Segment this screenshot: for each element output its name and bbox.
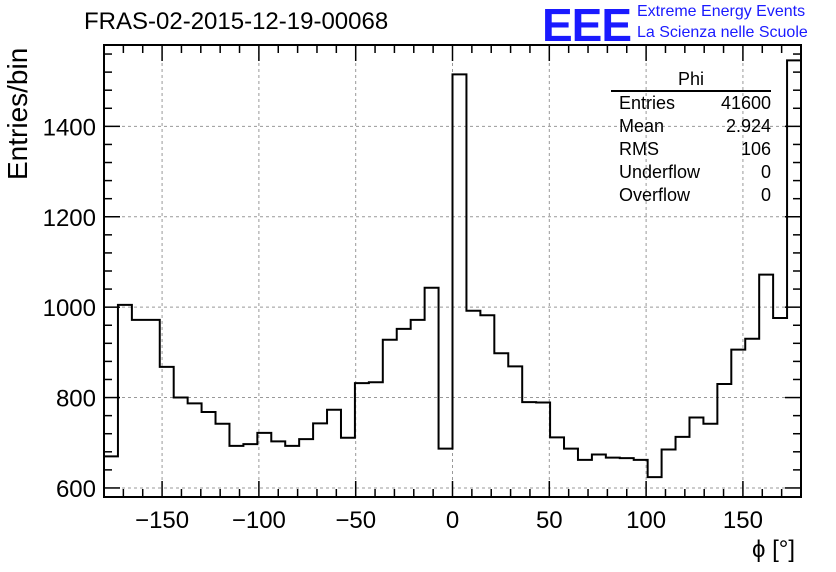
histogram-bin <box>369 382 383 497</box>
stats-label: Overflow <box>619 185 691 205</box>
histogram-bin <box>689 417 703 497</box>
histogram-bin <box>773 318 787 497</box>
x-tick-label: 50 <box>536 507 563 534</box>
histogram-bin <box>466 311 480 497</box>
histogram-bin <box>550 437 564 497</box>
histogram-bin <box>313 423 327 497</box>
x-tick-label: 100 <box>626 507 666 534</box>
histogram-bin <box>271 441 285 497</box>
stats-value: 0 <box>760 162 771 182</box>
chart-title: FRAS-02-2015-12-19-00068 <box>84 8 389 35</box>
histogram-bin <box>104 456 118 497</box>
histogram-bin <box>243 444 257 497</box>
x-axis-label: ϕ [°] <box>752 536 796 563</box>
histogram-bin <box>703 424 717 497</box>
stats-row-overflow: Overflow 0 <box>611 184 771 207</box>
x-tick-label: −50 <box>335 507 376 534</box>
histogram-bin <box>299 439 313 497</box>
histogram-bin <box>146 320 160 497</box>
histogram-bin <box>425 288 439 497</box>
stats-row-entries: Entries 41600 <box>611 92 771 115</box>
stats-title: Phi <box>611 68 771 92</box>
histogram-bin <box>160 367 174 497</box>
histogram-bin <box>522 402 536 497</box>
histogram-bin <box>759 275 773 497</box>
stats-box: Phi Entries 41600 Mean 2.924 RMS 106 Und… <box>611 68 771 207</box>
histogram-bin <box>480 315 494 497</box>
stats-row-rms: RMS 106 <box>611 138 771 161</box>
histogram-bin <box>327 410 341 497</box>
histogram-bin <box>188 403 202 497</box>
histogram-bin <box>731 350 745 497</box>
stats-row-underflow: Underflow 0 <box>611 161 771 184</box>
histogram-bin <box>717 384 731 497</box>
histogram-bin <box>355 383 369 497</box>
stats-value: 106 <box>740 139 771 159</box>
stats-label: Mean <box>619 116 665 136</box>
logo-text-line2: La Scienza nelle Scuole <box>637 24 808 41</box>
stats-value: 0 <box>760 185 771 205</box>
stats-label: Underflow <box>619 162 701 182</box>
histogram-bin <box>132 320 146 497</box>
y-tick-label: 1200 <box>43 205 96 232</box>
histogram-bin <box>174 398 188 497</box>
eee-logo: EEE <box>542 0 632 51</box>
histogram-bin <box>216 424 230 497</box>
x-tick-label: 0 <box>446 507 459 534</box>
histogram-bin <box>494 353 508 497</box>
histogram-bin <box>397 329 411 497</box>
histogram-bin <box>564 449 578 497</box>
logo-text-line1: Extreme Energy Events <box>637 3 806 20</box>
histogram-bin <box>676 437 690 497</box>
y-tick-label: 1000 <box>43 295 96 322</box>
histogram-bin <box>536 403 550 497</box>
histogram-bin <box>578 460 592 497</box>
histogram-bin <box>383 340 397 497</box>
x-tick-label: −100 <box>232 507 286 534</box>
stats-value: 2.924 <box>725 116 771 136</box>
histogram-bin <box>592 455 606 497</box>
stats-label: Entries <box>619 93 676 113</box>
histogram-series-line <box>103 59 802 497</box>
histogram-bin <box>745 339 759 497</box>
x-tick-label: 150 <box>723 507 763 534</box>
histogram-bin <box>648 477 662 497</box>
histogram-bin <box>453 74 467 497</box>
histogram-bin <box>508 366 522 497</box>
stats-row-mean: Mean 2.924 <box>611 115 771 138</box>
histogram-bin <box>229 446 243 497</box>
histogram-bin <box>118 305 132 497</box>
histogram-bin <box>439 449 453 497</box>
y-tick-label: 1400 <box>43 114 96 141</box>
stats-value: 41600 <box>720 93 771 113</box>
stats-label: RMS <box>619 139 659 159</box>
histogram-bin <box>202 412 216 497</box>
y-tick-label: 800 <box>56 386 96 413</box>
histogram-bin <box>341 438 355 497</box>
y-tick-label: 600 <box>56 476 96 503</box>
x-tick-label: −150 <box>135 507 189 534</box>
histogram-bin <box>662 450 676 497</box>
histogram-bin <box>411 320 425 497</box>
